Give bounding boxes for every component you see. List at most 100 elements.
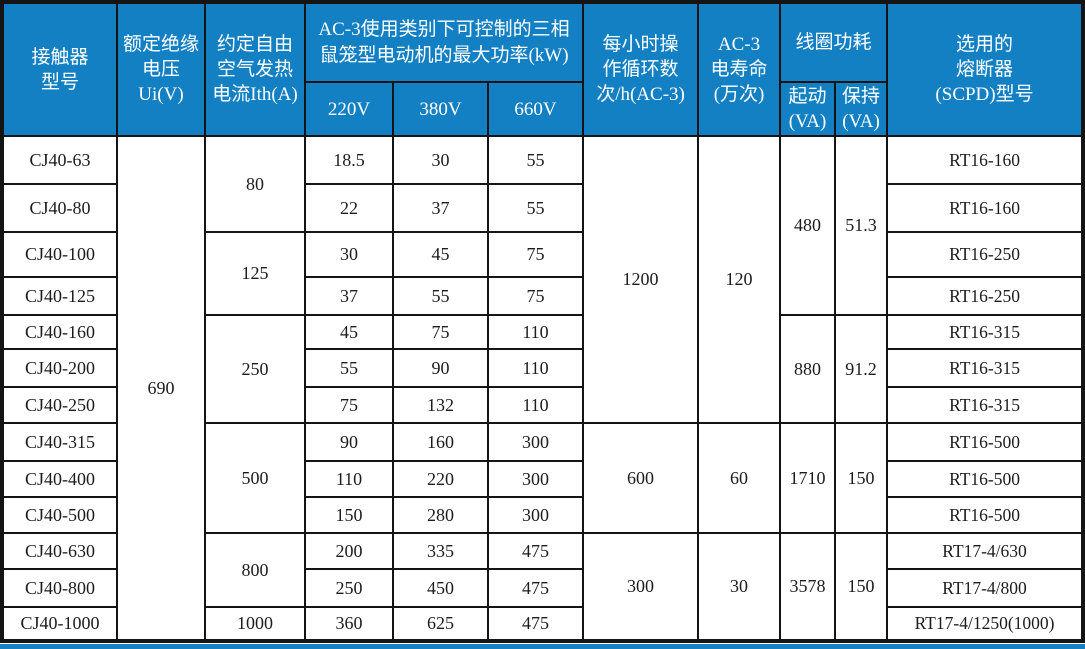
table-row: CJ40-315 500 90 160 300 600 60 1710 150 … (1, 422, 1084, 535)
cell-p220: 55 (304, 348, 394, 389)
cell-p220: 37 (304, 276, 394, 317)
cell-p220: 90 (304, 422, 394, 463)
cell-p220: 150 (304, 496, 394, 535)
cell-model: CJ40-315 (1, 422, 118, 463)
cell-cycles: 1200 (582, 135, 700, 425)
cell-fuse: RT16-160 (886, 135, 1084, 186)
cell-p660: 300 (486, 496, 585, 535)
cell-fuse: RT16-500 (886, 496, 1084, 535)
cell-ith: 250 (204, 314, 306, 425)
table-row: CJ40-125 37 55 75 RT16-250 (1, 276, 1084, 317)
cell-pickup: 3578 (779, 532, 837, 643)
cell-model: CJ40-125 (1, 276, 118, 317)
cell-p380: 220 (392, 460, 489, 499)
cell-p220: 18.5 (304, 135, 394, 186)
cell-fuse: RT16-500 (886, 422, 1084, 463)
cell-cycles: 600 (582, 422, 700, 535)
header-rated-insulation-voltage: 额定绝缘 电压Ui(V) (116, 0, 206, 138)
cell-p660: 75 (486, 276, 585, 317)
cell-ith: 800 (204, 532, 306, 609)
cell-model: CJ40-100 (1, 231, 118, 279)
cell-model: CJ40-160 (1, 314, 118, 351)
cell-p660: 475 (486, 532, 585, 571)
cell-fuse: RT16-500 (886, 460, 1084, 499)
table-row: CJ40-630 800 200 335 475 300 30 3578 150… (1, 532, 1084, 643)
table-row: CJ40-100 125 30 45 75 RT16-250 (1, 231, 1084, 317)
cell-model: CJ40-1000 (1, 606, 118, 643)
cell-p380: 625 (392, 606, 489, 643)
cell-hold: 91.2 (834, 314, 889, 425)
cell-hold: 150 (834, 422, 889, 535)
cell-ith: 500 (204, 422, 306, 535)
cell-cycles: 300 (582, 532, 700, 643)
cell-life: 60 (697, 422, 782, 535)
header-fuse-model: 选用的 熔断器 (SCPD)型号 (886, 0, 1084, 138)
cell-p660: 110 (486, 348, 585, 389)
cell-p220: 110 (304, 460, 394, 499)
cell-p660: 75 (486, 231, 585, 279)
cell-p380: 160 (392, 422, 489, 463)
cell-p660: 300 (486, 422, 585, 463)
cell-fuse: RT17-4/1250(1000) (886, 606, 1084, 643)
header-hold-va: 保持 (VA) (834, 80, 889, 138)
cell-p380: 280 (392, 496, 489, 535)
cell-p660: 475 (486, 568, 585, 609)
cell-p380: 45 (392, 231, 489, 279)
table-row: CJ40-200 55 90 110 RT16-315 (1, 348, 1084, 389)
cell-p220: 45 (304, 314, 394, 351)
header-operating-cycles: 每小时操 作循环数 次/h(AC-3) (582, 0, 700, 138)
cell-p380: 75 (392, 314, 489, 351)
table-row: CJ40-160 250 45 75 110 880 91.2 RT16-315 (1, 314, 1084, 425)
cell-hold: 150 (834, 532, 889, 643)
cell-p380: 90 (392, 348, 489, 389)
table-body: CJ40-63 690 80 18.5 30 55 1200 120 480 5… (1, 135, 1084, 643)
table-row: CJ40-800 250 450 475 RT17-4/800 (1, 568, 1084, 609)
cell-ith: 1000 (204, 606, 306, 643)
header-coil-power-group: 线圈功耗 (779, 1, 889, 83)
header-row-1: 接触器 型号 额定绝缘 电压Ui(V) 约定自由 空气发热 电流Ith(A) A… (1, 0, 1084, 138)
header-pickup-va: 起动 (VA) (779, 80, 837, 138)
cell-p380: 37 (392, 183, 489, 234)
cell-p220: 200 (304, 532, 394, 571)
cell-p220: 250 (304, 568, 394, 609)
cell-model: CJ40-80 (1, 183, 118, 234)
cell-p380: 450 (392, 568, 489, 609)
cell-p660: 110 (486, 386, 585, 425)
cell-fuse: RT16-315 (886, 348, 1084, 389)
cell-p380: 55 (392, 276, 489, 317)
cell-p660: 475 (486, 606, 585, 643)
cell-model: CJ40-400 (1, 460, 118, 499)
cell-p220: 360 (304, 606, 394, 643)
cell-life: 120 (697, 135, 782, 425)
header-thermal-current: 约定自由 空气发热 电流Ith(A) (204, 0, 306, 138)
header-row-2: 220V 380V 660V 起动 (VA) 保持 (VA) (2, 80, 1083, 138)
cell-p380: 30 (392, 135, 489, 186)
cell-model: CJ40-800 (1, 568, 118, 609)
cell-p660: 55 (486, 183, 585, 234)
table-row: CJ40-250 75 132 110 RT16-315 (1, 386, 1084, 425)
header-contactor-model: 接触器 型号 (1, 0, 118, 138)
bottom-accent-bar (0, 644, 1085, 649)
cell-fuse: RT16-160 (886, 183, 1084, 234)
header-380v: 380V (392, 80, 489, 138)
cell-pickup: 1710 (779, 422, 837, 535)
cell-p220: 75 (304, 386, 394, 425)
table-header: 接触器 型号 额定绝缘 电压Ui(V) 约定自由 空气发热 电流Ith(A) A… (1, 0, 1084, 138)
cell-fuse: RT16-250 (886, 276, 1084, 317)
cell-pickup: 480 (779, 135, 837, 317)
cell-fuse: RT17-4/800 (886, 568, 1084, 609)
cell-pickup: 880 (779, 314, 837, 425)
cell-p220: 30 (304, 231, 394, 279)
table-row: CJ40-400 110 220 300 RT16-500 (1, 460, 1084, 499)
header-220v: 220V (304, 80, 394, 138)
cell-fuse: RT16-250 (886, 231, 1084, 279)
table-row: CJ40-80 22 37 55 RT16-160 (1, 183, 1084, 234)
header-ac3-power-group: AC-3使用类别下可控制的三相 鼠笼型电动机的最大功率(kW) (303, 1, 585, 83)
table-row: CJ40-500 150 280 300 RT16-500 (1, 496, 1084, 535)
cell-model: CJ40-250 (1, 386, 118, 425)
cell-model: CJ40-63 (1, 135, 118, 186)
cell-model: CJ40-500 (1, 496, 118, 535)
cell-ui: 690 (116, 135, 206, 643)
cell-model: CJ40-200 (1, 348, 118, 389)
